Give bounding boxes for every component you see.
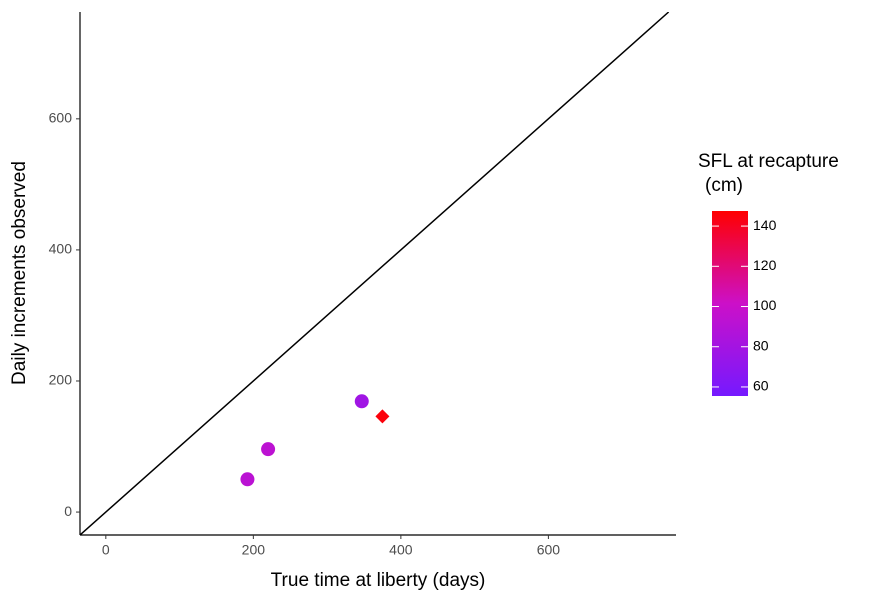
color-tick-label: 60 xyxy=(753,378,769,394)
color-tick-label: 140 xyxy=(753,217,777,233)
data-point xyxy=(354,394,369,409)
data-point xyxy=(375,409,390,424)
color-bar xyxy=(712,211,748,396)
y-tick-label: 400 xyxy=(49,241,73,257)
identity-line xyxy=(80,12,670,535)
x-tick-label: 400 xyxy=(389,542,413,558)
legend-title-line: (cm) xyxy=(705,175,743,196)
legend-title: SFL at recapture (cm) xyxy=(698,151,839,196)
color-tick-label: 100 xyxy=(753,297,777,313)
color-tick-label: 120 xyxy=(753,257,777,273)
y-axis-title: Daily increments observed xyxy=(9,161,30,385)
color-tick-label: 80 xyxy=(753,337,769,353)
legend-title-line: SFL at recapture xyxy=(698,151,839,172)
x-tick-label: 200 xyxy=(242,542,266,558)
y-tick-label: 200 xyxy=(49,372,73,388)
data-point xyxy=(261,442,276,457)
y-tick-label: 600 xyxy=(49,110,73,126)
x-tick-label: 600 xyxy=(537,542,561,558)
data-point xyxy=(240,472,255,487)
x-axis-title: True time at liberty (days) xyxy=(271,570,486,591)
y-tick-label: 0 xyxy=(64,503,72,519)
x-tick-label: 0 xyxy=(102,542,110,558)
